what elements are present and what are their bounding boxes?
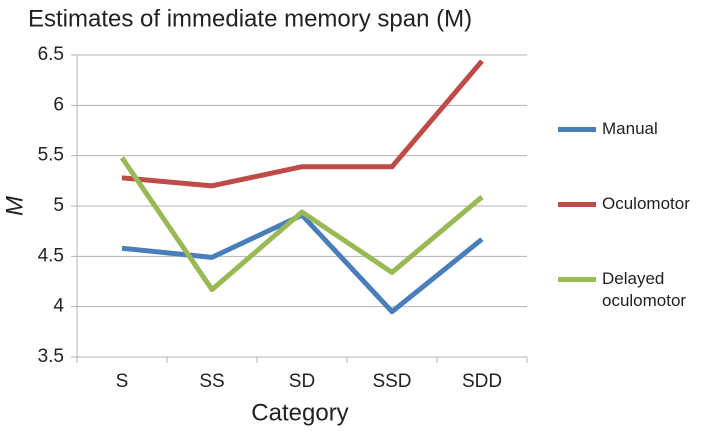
y-tick-label: 6.5	[38, 44, 64, 65]
chart-title: Estimates of immediate memory span (M)	[28, 5, 472, 32]
x-tick-label: S	[116, 371, 129, 392]
y-tick-label: 5.5	[38, 145, 64, 166]
legend-item: Oculomotor	[558, 193, 698, 215]
y-tick-label: 6	[53, 94, 64, 115]
legend-label: Manual	[602, 119, 658, 138]
legend-item: Manual	[558, 118, 698, 140]
y-tick-label: 4.5	[38, 245, 64, 266]
x-axis-label: Category	[251, 399, 348, 426]
legend-swatch	[558, 127, 596, 132]
y-tick-label: 4	[53, 296, 64, 317]
y-axis-label: M	[1, 196, 28, 216]
legend-label: Delayed oculomotor	[602, 269, 687, 310]
x-tick-label: SS	[199, 371, 224, 392]
x-tick-label: SDD	[462, 371, 502, 392]
legend-label: Oculomotor	[602, 194, 690, 213]
y-tick-label: 3.5	[38, 346, 64, 367]
series-line	[121, 59, 484, 189]
legend-swatch	[558, 277, 596, 282]
series-line	[119, 156, 484, 293]
legend-swatch	[558, 202, 596, 207]
legend-item: Delayed oculomotor	[558, 268, 698, 312]
x-tick-label: SSD	[372, 371, 411, 392]
y-tick-label: 5	[53, 195, 64, 216]
x-tick-label: SD	[289, 371, 315, 392]
series-line	[121, 212, 484, 315]
